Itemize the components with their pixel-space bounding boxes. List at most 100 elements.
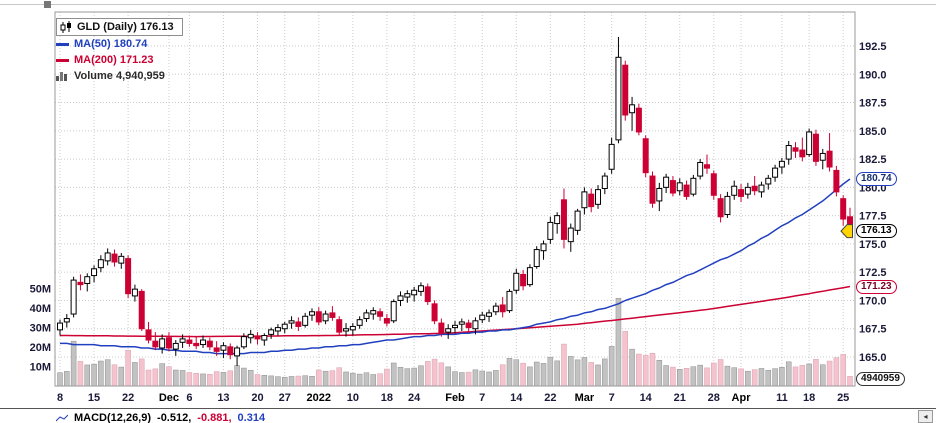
- candle-body: [819, 152, 826, 161]
- candle: [608, 137, 615, 174]
- volume-axis-label: 20M: [30, 342, 51, 354]
- volume-bar: [125, 350, 131, 387]
- volume-bar: [486, 371, 492, 387]
- volume-bar: [411, 367, 417, 387]
- volume-bar: [145, 369, 152, 387]
- date-axis-label: 15: [88, 392, 100, 404]
- candle: [472, 317, 479, 335]
- candle-body: [315, 311, 322, 323]
- top-slider-handle[interactable]: [44, 1, 51, 8]
- candle: [540, 240, 547, 260]
- candle: [622, 60, 629, 121]
- candle: [404, 290, 411, 303]
- chart-legend: GLD (Daily) 176.13 MA(50) 180.74 MA(200)…: [56, 18, 183, 84]
- volume-bar: [452, 371, 458, 387]
- volume-bar: [738, 368, 744, 387]
- candle: [411, 286, 418, 302]
- candle-body: [254, 336, 261, 340]
- date-axis-label: Apr: [732, 392, 752, 404]
- candle-body: [349, 325, 356, 331]
- candle-body: [812, 133, 819, 162]
- volume-bar: [207, 374, 213, 387]
- date-axis-label: 7: [479, 392, 485, 404]
- price-axis-label: 185.0: [859, 126, 887, 138]
- candle: [669, 176, 676, 197]
- volume-bar: [70, 340, 77, 387]
- candle: [274, 324, 281, 336]
- volume-bar: [533, 361, 540, 387]
- candle: [717, 194, 724, 223]
- volume-bar: [636, 353, 642, 387]
- date-axis-label: Feb: [445, 392, 465, 404]
- candle-body: [200, 339, 207, 346]
- candle-body: [806, 131, 813, 156]
- candle: [104, 248, 111, 266]
- volume-bar: [561, 343, 567, 387]
- candle-body: [370, 310, 377, 315]
- volume-bar: [527, 366, 533, 387]
- volume-bar: [595, 364, 601, 387]
- candle: [499, 297, 506, 318]
- candle-body: [717, 198, 724, 218]
- candle-body: [458, 321, 465, 325]
- candle-body: [159, 338, 166, 349]
- volume-bar: [779, 367, 785, 387]
- candle-body: [506, 290, 513, 312]
- volume-bar: [670, 366, 676, 387]
- candle-body: [826, 150, 833, 168]
- scroll-left-button[interactable]: ◂: [918, 410, 933, 423]
- candle: [315, 307, 322, 326]
- volume-bar: [384, 368, 390, 387]
- date-axis-label: 10: [347, 392, 359, 404]
- candle-body: [615, 56, 622, 141]
- price-axis-label: 172.5: [859, 267, 887, 279]
- volume-bar: [663, 365, 669, 387]
- candle-body: [588, 193, 595, 208]
- volume-bar: [547, 356, 554, 387]
- candle: [690, 174, 697, 197]
- candle-body: [165, 337, 172, 349]
- candle-body: [383, 318, 390, 324]
- macd-legend-row: MACD(12,26,9) -0.512, -0.881, 0.314: [56, 412, 266, 423]
- candle-body: [240, 336, 247, 348]
- volume-bar: [765, 369, 772, 387]
- candle: [526, 264, 533, 287]
- date-axis-label: 11: [776, 392, 788, 404]
- candle: [240, 333, 247, 350]
- volume-bar: [731, 367, 737, 387]
- candle-body: [111, 253, 118, 263]
- candle: [370, 307, 377, 320]
- candle: [390, 299, 397, 324]
- candle-body: [492, 305, 499, 313]
- candle: [145, 321, 152, 344]
- date-axis-label: 25: [837, 392, 849, 404]
- volume-bar: [336, 367, 342, 387]
- candle: [710, 170, 717, 200]
- candle-body: [145, 329, 152, 341]
- candle: [642, 135, 649, 178]
- volume-bar: [295, 375, 302, 387]
- legend-symbol-row: GLD (Daily) 176.13: [56, 18, 183, 36]
- candle-body: [547, 221, 554, 240]
- volume-bar: [84, 364, 90, 387]
- volume-bar: [234, 365, 240, 387]
- volume-bar: [363, 372, 370, 387]
- candle-body: [663, 176, 670, 188]
- candle-body: [465, 322, 472, 329]
- candle-body: [567, 227, 574, 243]
- candle-body: [220, 345, 227, 351]
- volume-bar: [390, 362, 397, 387]
- candle: [649, 171, 656, 208]
- candle-body: [601, 175, 608, 189]
- volume-bar: [57, 372, 63, 387]
- price-alert-marker[interactable]: [840, 224, 853, 239]
- volume-bar: [506, 358, 513, 387]
- candle: [574, 208, 581, 235]
- candle-body: [206, 340, 213, 348]
- candle: [588, 188, 595, 213]
- volume-bar: [554, 360, 560, 387]
- candle-body: [186, 339, 193, 344]
- candle-body: [390, 301, 397, 322]
